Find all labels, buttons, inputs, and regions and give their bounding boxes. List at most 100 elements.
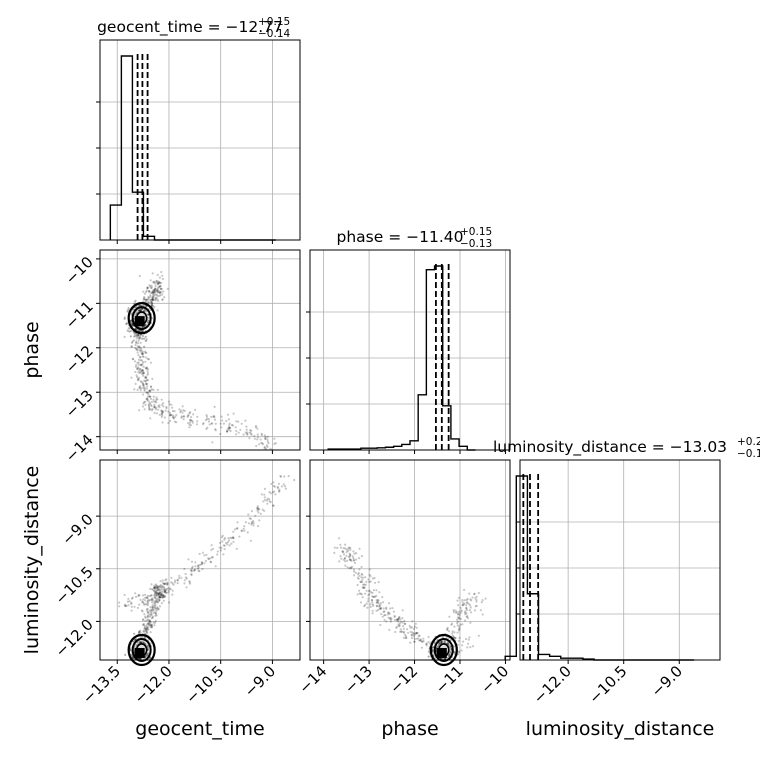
scatter-point-geocent-time-vs-luminosity-distance xyxy=(280,485,283,488)
scatter-point-phase-vs-luminosity-distance xyxy=(385,620,388,623)
scatter-point-geocent-time-vs-phase xyxy=(221,419,224,422)
scatter-point-phase-vs-luminosity-distance xyxy=(352,557,355,560)
scatter-point-geocent-time-vs-luminosity-distance xyxy=(148,599,151,602)
scatter-point-geocent-time-vs-phase xyxy=(158,406,161,409)
scatter-point-geocent-time-vs-luminosity-distance xyxy=(145,619,149,622)
scatter-point-phase-vs-luminosity-distance xyxy=(467,638,470,641)
scatter-point-phase-vs-luminosity-distance xyxy=(481,613,484,616)
scatter-point-geocent-time-vs-phase xyxy=(141,352,144,355)
scatter-point-geocent-time-vs-phase xyxy=(188,426,191,429)
scatter-point-geocent-time-vs-luminosity-distance xyxy=(146,607,149,611)
scatter-point-phase-vs-luminosity-distance xyxy=(380,606,383,609)
scatter-point-geocent-time-vs-phase xyxy=(175,421,178,424)
scatter-point-geocent-time-vs-phase xyxy=(147,400,150,403)
scatter-point-geocent-time-vs-phase xyxy=(146,372,149,375)
scatter-point-geocent-time-vs-phase xyxy=(157,282,160,285)
scatter-point-geocent-time-vs-luminosity-distance xyxy=(180,576,183,579)
scatter-point-geocent-time-vs-phase xyxy=(152,388,155,391)
scatter-point-phase-vs-luminosity-distance xyxy=(348,555,351,558)
scatter-point-phase-vs-luminosity-distance xyxy=(410,634,414,637)
scatter-point-geocent-time-vs-luminosity-distance xyxy=(154,607,157,610)
scatter-point-phase-vs-luminosity-distance xyxy=(386,613,389,616)
scatter-point-phase-vs-luminosity-distance xyxy=(367,594,370,597)
scatter-point-phase-vs-luminosity-distance xyxy=(369,603,372,606)
scatter-point-geocent-time-vs-luminosity-distance xyxy=(156,586,159,589)
scatter-point-geocent-time-vs-phase xyxy=(219,422,222,425)
scatter-point-geocent-time-vs-phase xyxy=(147,296,150,299)
scatter-point-geocent-time-vs-luminosity-distance xyxy=(254,514,257,517)
scatter-point-phase-vs-luminosity-distance xyxy=(385,607,388,611)
scatter-point-geocent-time-vs-phase xyxy=(148,395,151,398)
scatter-point-geocent-time-vs-phase xyxy=(154,408,157,411)
scatter-point-geocent-time-vs-luminosity-distance xyxy=(197,566,200,569)
scatter-point-phase-vs-luminosity-distance xyxy=(449,650,452,653)
scatter-point-phase-vs-luminosity-distance xyxy=(369,580,372,583)
scatter-point-phase-vs-luminosity-distance xyxy=(379,602,382,605)
scatter-point-phase-vs-luminosity-distance xyxy=(389,616,392,619)
contour-geocent-time-vs-luminosity-distance xyxy=(127,633,156,667)
scatter-point-geocent-time-vs-phase xyxy=(154,284,157,288)
scatter-point-geocent-time-vs-phase xyxy=(273,437,276,440)
scatter-point-geocent-time-vs-luminosity-distance xyxy=(223,548,226,551)
scatter-point-geocent-time-vs-phase xyxy=(133,360,137,363)
scatter-points-layer xyxy=(118,270,487,662)
scatter-point-geocent-time-vs-phase xyxy=(145,338,148,341)
scatter-point-geocent-time-vs-luminosity-distance xyxy=(142,624,145,627)
scatter-point-geocent-time-vs-phase xyxy=(205,414,208,417)
scatter-point-geocent-time-vs-luminosity-distance xyxy=(162,582,166,586)
scatter-point-geocent-time-vs-luminosity-distance xyxy=(151,608,154,611)
scatter-point-geocent-time-vs-luminosity-distance xyxy=(142,598,145,601)
scatter-point-geocent-time-vs-phase xyxy=(142,374,145,377)
scatter-point-phase-vs-luminosity-distance xyxy=(428,642,432,645)
scatter-point-geocent-time-vs-phase xyxy=(151,296,154,299)
scatter-point-geocent-time-vs-phase xyxy=(153,289,156,292)
scatter-point-geocent-time-vs-luminosity-distance xyxy=(142,622,145,626)
scatter-point-geocent-time-vs-phase xyxy=(155,293,158,297)
y-tick-label-phase-3: −11 xyxy=(62,297,97,332)
scatter-point-geocent-time-vs-luminosity-distance xyxy=(147,599,150,602)
scatter-point-phase-vs-luminosity-distance xyxy=(385,606,388,609)
scatter-point-geocent-time-vs-luminosity-distance xyxy=(278,489,281,492)
scatter-point-geocent-time-vs-phase xyxy=(136,336,139,339)
scatter-point-phase-vs-luminosity-distance xyxy=(453,651,456,654)
scatter-point-geocent-time-vs-luminosity-distance xyxy=(248,517,251,520)
scatter-point-phase-vs-luminosity-distance xyxy=(468,636,471,639)
scatter-point-geocent-time-vs-phase xyxy=(134,299,137,302)
scatter-point-geocent-time-vs-luminosity-distance xyxy=(263,487,267,490)
scatter-point-geocent-time-vs-phase xyxy=(130,345,133,348)
scatter-point-geocent-time-vs-phase xyxy=(136,366,139,369)
scatter-point-geocent-time-vs-phase xyxy=(126,329,129,332)
scatter-point-phase-vs-luminosity-distance xyxy=(363,605,366,608)
scatter-point-geocent-time-vs-luminosity-distance xyxy=(154,621,157,624)
scatter-point-geocent-time-vs-luminosity-distance xyxy=(257,508,260,511)
scatter-point-geocent-time-vs-phase xyxy=(156,281,159,284)
scatter-point-geocent-time-vs-luminosity-distance xyxy=(214,565,217,568)
scatter-point-phase-vs-luminosity-distance xyxy=(361,581,364,584)
scatter-point-geocent-time-vs-luminosity-distance xyxy=(243,525,246,528)
x-tick-label-phase-0: −14 xyxy=(295,662,330,697)
scatter-point-geocent-time-vs-luminosity-distance xyxy=(272,504,275,507)
scatter-point-geocent-time-vs-luminosity-distance xyxy=(284,487,287,490)
scatter-point-geocent-time-vs-luminosity-distance xyxy=(244,521,247,524)
density-peak-geocent-time-vs-phase xyxy=(134,316,145,327)
scatter-point-geocent-time-vs-luminosity-distance xyxy=(142,641,145,645)
scatter-point-geocent-time-vs-phase xyxy=(167,410,170,413)
scatter-point-geocent-time-vs-luminosity-distance xyxy=(151,616,154,619)
x-tick-label-geocent-time-3: −9.0 xyxy=(241,662,279,700)
scatter-point-phase-vs-luminosity-distance xyxy=(383,618,386,622)
scatter-point-geocent-time-vs-luminosity-distance xyxy=(209,560,212,563)
scatter-point-phase-vs-luminosity-distance xyxy=(361,586,364,589)
scatter-point-geocent-time-vs-phase xyxy=(142,384,145,387)
scatter-point-phase-vs-luminosity-distance xyxy=(458,617,461,620)
scatter-point-phase-vs-luminosity-distance xyxy=(441,641,444,644)
scatter-point-phase-vs-luminosity-distance xyxy=(452,609,455,612)
scatter-point-geocent-time-vs-phase xyxy=(228,428,231,431)
scatter-point-phase-vs-luminosity-distance xyxy=(464,611,467,614)
scatter-point-geocent-time-vs-luminosity-distance xyxy=(147,647,150,650)
scatter-point-geocent-time-vs-phase xyxy=(153,405,156,409)
scatter-point-geocent-time-vs-phase xyxy=(146,313,150,316)
scatter-point-phase-vs-luminosity-distance xyxy=(440,641,443,644)
scatter-point-geocent-time-vs-phase xyxy=(157,408,160,411)
scatter-point-phase-vs-luminosity-distance xyxy=(371,591,374,594)
scatter-point-geocent-time-vs-phase xyxy=(145,298,148,301)
